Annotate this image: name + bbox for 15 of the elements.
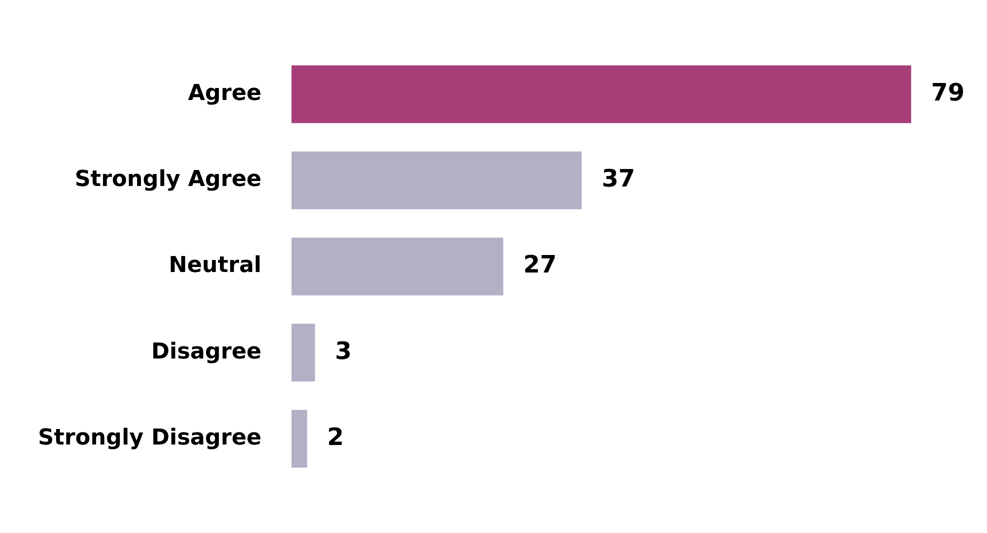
- y-tick-label: Agree: [188, 80, 262, 106]
- bar: [291, 65, 912, 124]
- y-tick-label: Strongly Agree: [74, 167, 262, 192]
- data-label: 79: [931, 78, 965, 106]
- y-tick-label: Disagree: [151, 339, 262, 364]
- bar: [291, 238, 504, 296]
- data-label: 2: [327, 422, 344, 451]
- bar: [291, 410, 308, 468]
- data-label: 3: [334, 336, 352, 365]
- data-label: 37: [602, 164, 636, 193]
- bar: [291, 152, 582, 210]
- bar: [291, 324, 315, 382]
- y-tick-label: Neutral: [168, 253, 262, 278]
- y-tick-label: Strongly Disagree: [38, 425, 262, 450]
- data-label: 27: [523, 250, 557, 279]
